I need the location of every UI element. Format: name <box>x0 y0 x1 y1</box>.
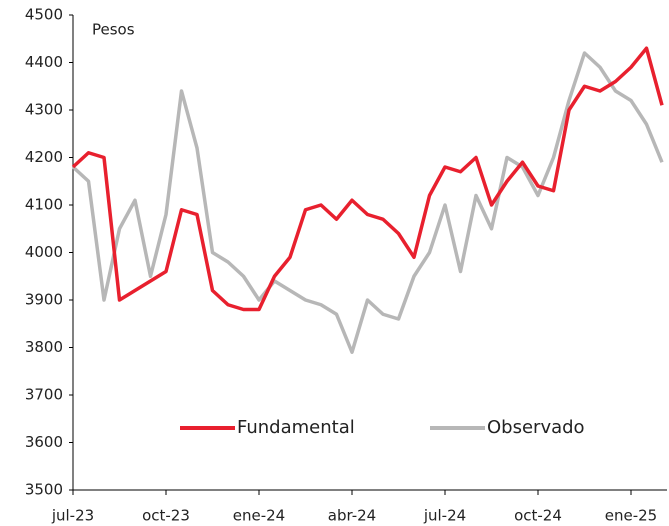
y-axis-label: Pesos <box>92 21 135 39</box>
y-tick-label: 3900 <box>25 291 63 309</box>
y-tick-label: 4100 <box>25 196 63 214</box>
y-tick-label: 4000 <box>25 243 63 261</box>
y-tick-label: 4400 <box>25 53 63 71</box>
x-tick-label: jul-24 <box>423 507 466 525</box>
x-tick-label: oct-24 <box>514 507 562 525</box>
legend-label: Fundamental <box>237 417 355 438</box>
x-tick-label: jul-23 <box>51 507 94 525</box>
y-tick-label: 3600 <box>25 433 63 451</box>
y-tick-label: 4500 <box>25 6 63 24</box>
y-tick-label: 3500 <box>25 481 63 499</box>
x-tick-label: oct-23 <box>142 507 190 525</box>
series-line <box>71 46 664 312</box>
x-tick-label: ene-24 <box>233 507 285 525</box>
y-tick-label: 3700 <box>25 386 63 404</box>
series-line <box>71 51 664 354</box>
legend-label: Observado <box>487 417 585 438</box>
y-tick-label: 4300 <box>25 101 63 119</box>
x-tick-label: ene-25 <box>605 507 657 525</box>
y-tick-label: 4200 <box>25 148 63 166</box>
y-tick-label: 3800 <box>25 338 63 356</box>
x-tick-label: abr-24 <box>328 507 376 525</box>
